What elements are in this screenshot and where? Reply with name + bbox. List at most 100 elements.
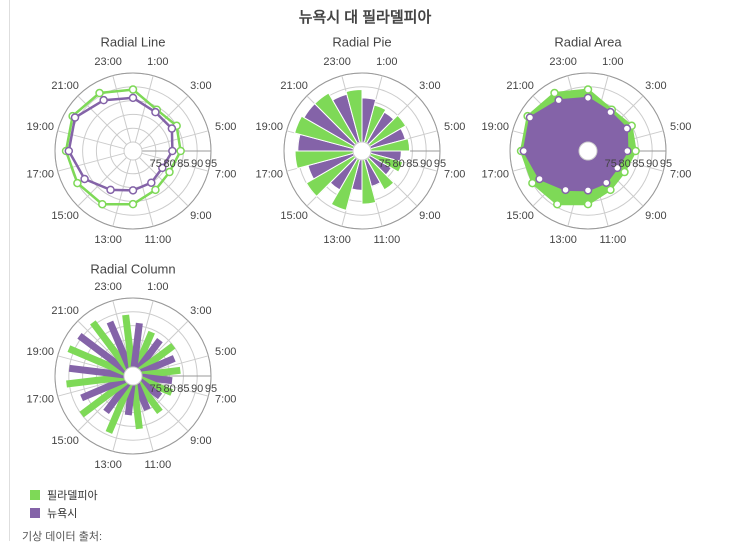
angle-label: 21:00 [51,305,79,317]
angle-label: 19:00 [27,121,55,133]
source-note: 기상 데이터 출처: [22,531,103,543]
column-bar [139,376,174,396]
angle-label: 11:00 [599,234,626,246]
data-point [128,199,138,209]
center-hole [578,141,598,161]
grid-spoke [134,159,154,227]
chart-title: Radial Line [100,34,165,49]
chart-main-title: 뉴욕시 대 필라델피아 [298,9,432,26]
angle-label: 17:00 [27,394,55,406]
data-point [147,178,156,187]
column-bar [67,345,127,376]
radial-tick-label: 90 [420,158,432,170]
data-point [73,178,82,188]
data-point [168,146,177,156]
angle-label: 19:00 [256,121,284,133]
column-bar [79,378,128,418]
angle-label: 15:00 [51,210,79,222]
data-point [525,113,535,122]
angle-label: 7:00 [444,169,465,181]
grid-spoke [112,159,132,227]
angle-label: 11:00 [144,459,171,471]
angle-label: 17:00 [482,169,510,181]
radial-tick-label: 85 [177,158,189,170]
angle-label: 13:00 [94,234,122,246]
grid-spoke [112,75,132,143]
angle-label: 23:00 [94,56,122,68]
column-bar [138,342,176,374]
left-divider [9,0,10,541]
data-point [167,124,177,133]
data-point [151,185,160,195]
column-bar [135,337,163,371]
data-point [98,199,107,209]
angle-label: 9:00 [190,435,211,447]
center-hole [123,141,143,161]
angle-label: 11:00 [373,234,400,246]
angle-label: 1:00 [376,56,397,68]
data-point [128,186,138,195]
radial-chart-radial-area: Radial Area 75 80 85 90 95 1:00 3:00 5:00 7:00 9:0… [482,34,692,245]
data-point [583,85,593,94]
radial-tick-label: 85 [632,158,644,170]
angle-label: 3:00 [645,80,666,92]
angle-label: 5:00 [444,121,465,133]
radial-tick-label: 95 [434,158,446,170]
center-hole [352,141,372,161]
data-point [128,85,138,94]
angle-label: 13:00 [323,234,351,246]
chart-title: Radial Area [554,34,622,49]
data-point [631,146,640,156]
data-point [80,174,89,184]
angle-label: 21:00 [280,80,308,92]
radial-tick-label: 95 [205,158,217,170]
radial-chart-radial-pie: Radial Pie 75 80 85 90 95 1:00 3:00 5:00 7:00 9:00… [256,34,466,245]
angle-label: 15:00 [51,435,79,447]
radial-tick-label: 80 [392,158,404,170]
data-point [622,124,632,133]
column-bar [130,322,143,368]
chart-title: Radial Column [90,261,175,276]
radial-tick-label: 80 [163,383,175,395]
angle-label: 9:00 [190,210,211,222]
column-bar [122,314,136,368]
column-bar [124,384,136,416]
data-point [535,174,544,184]
radial-chart-radial-column: Radial Column 75 80 85 90 95 1:00 3:00 5:00 7:00 9… [27,261,237,470]
angle-label: 3:00 [419,80,440,92]
data-point [519,146,529,156]
legend-item-newyork[interactable]: 뉴욕시 [30,504,98,522]
legend: 필라델피아 뉴욕시 [30,486,98,522]
data-point [70,113,80,122]
radial-tick-label: 75 [150,158,162,170]
angle-label: 13:00 [549,234,577,246]
angle-label: 7:00 [215,394,236,406]
angle-label: 1:00 [147,281,168,293]
radial-tick-label: 95 [205,383,217,395]
column-bar [133,330,155,370]
angle-label: 1:00 [147,56,168,68]
angle-label: 11:00 [144,234,171,246]
column-bar [138,378,163,400]
angle-label: 23:00 [549,56,577,68]
data-point [606,185,615,195]
data-point [151,107,160,117]
column-bar [139,355,176,376]
data-point [583,199,593,209]
angle-label: 23:00 [94,281,122,293]
radial-tick-label: 85 [177,383,189,395]
column-bar [68,364,125,379]
chart-title: Radial Pie [332,34,391,49]
data-point [606,107,615,117]
legend-item-philadelphia[interactable]: 필라델피아 [30,486,98,504]
data-point [64,146,74,156]
data-point [128,93,138,103]
angle-label: 17:00 [27,169,55,181]
legend-swatch-newyork [30,508,40,518]
data-point [528,178,537,188]
angle-label: 5:00 [215,346,236,358]
angle-label: 15:00 [506,210,534,222]
angle-label: 3:00 [190,305,211,317]
column-bar [141,373,173,385]
